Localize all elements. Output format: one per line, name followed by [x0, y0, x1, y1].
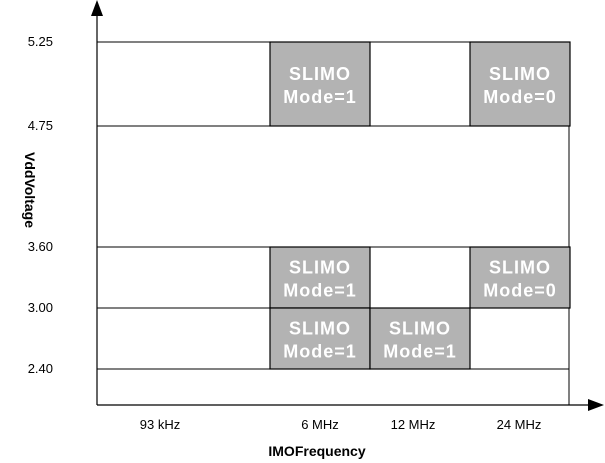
region-label-line1: SLIMO: [489, 64, 551, 84]
tick-labels: 2.40 3.00 3.60 4.75 5.25 93 kHz 6 MHz 12 MHz 24 …: [28, 34, 542, 432]
region-label-line1: SLIMO: [389, 319, 451, 339]
region-box: SLIMO Mode=1: [269, 41, 371, 127]
y-tick-label: 3.60: [28, 239, 53, 254]
region-label-line2: Mode=1: [383, 342, 457, 362]
region-label-line1: SLIMO: [289, 319, 351, 339]
x-axis-arrow-icon: [588, 399, 604, 411]
region-label-line2: Mode=0: [483, 281, 557, 301]
region-box: SLIMO Mode=0: [469, 246, 571, 309]
region-rect: [269, 41, 371, 127]
axes: [91, 0, 604, 411]
y-axis-title: VddVoltage: [22, 152, 38, 228]
region-box: SLIMO Mode=1: [269, 307, 371, 370]
y-tick-label: 2.40: [28, 361, 53, 376]
region-label-line2: Mode=1: [283, 281, 357, 301]
region-label-line2: Mode=0: [483, 87, 557, 107]
region-label-line2: Mode=1: [283, 342, 357, 362]
y-tick-label: 3.00: [28, 300, 53, 315]
region-label-line2: Mode=1: [283, 87, 357, 107]
region-box: SLIMO Mode=1: [369, 307, 471, 370]
x-axis-title: IMOFrequency: [268, 443, 365, 459]
region-label-line1: SLIMO: [289, 258, 351, 278]
y-tick-label: 4.75: [28, 118, 53, 133]
region-box: SLIMO Mode=0: [469, 41, 571, 127]
region-box: SLIMO Mode=1: [269, 246, 371, 309]
region-label-line1: SLIMO: [489, 258, 551, 278]
x-tick-label: 6 MHz: [301, 417, 339, 432]
y-axis-arrow-icon: [91, 0, 103, 16]
region-label-line1: SLIMO: [289, 64, 351, 84]
x-tick-label: 24 MHz: [497, 417, 542, 432]
x-tick-label: 93 kHz: [140, 417, 180, 432]
x-tick-label: 12 MHz: [391, 417, 436, 432]
region-rect: [369, 307, 471, 370]
y-tick-label: 5.25: [28, 34, 53, 49]
region-rect: [469, 246, 571, 309]
region-rect: [469, 41, 571, 127]
regions: SLIMO Mode=1 SLIMO Mode=0 SLIMO Mode=1 SLIMO Mo…: [269, 41, 571, 370]
